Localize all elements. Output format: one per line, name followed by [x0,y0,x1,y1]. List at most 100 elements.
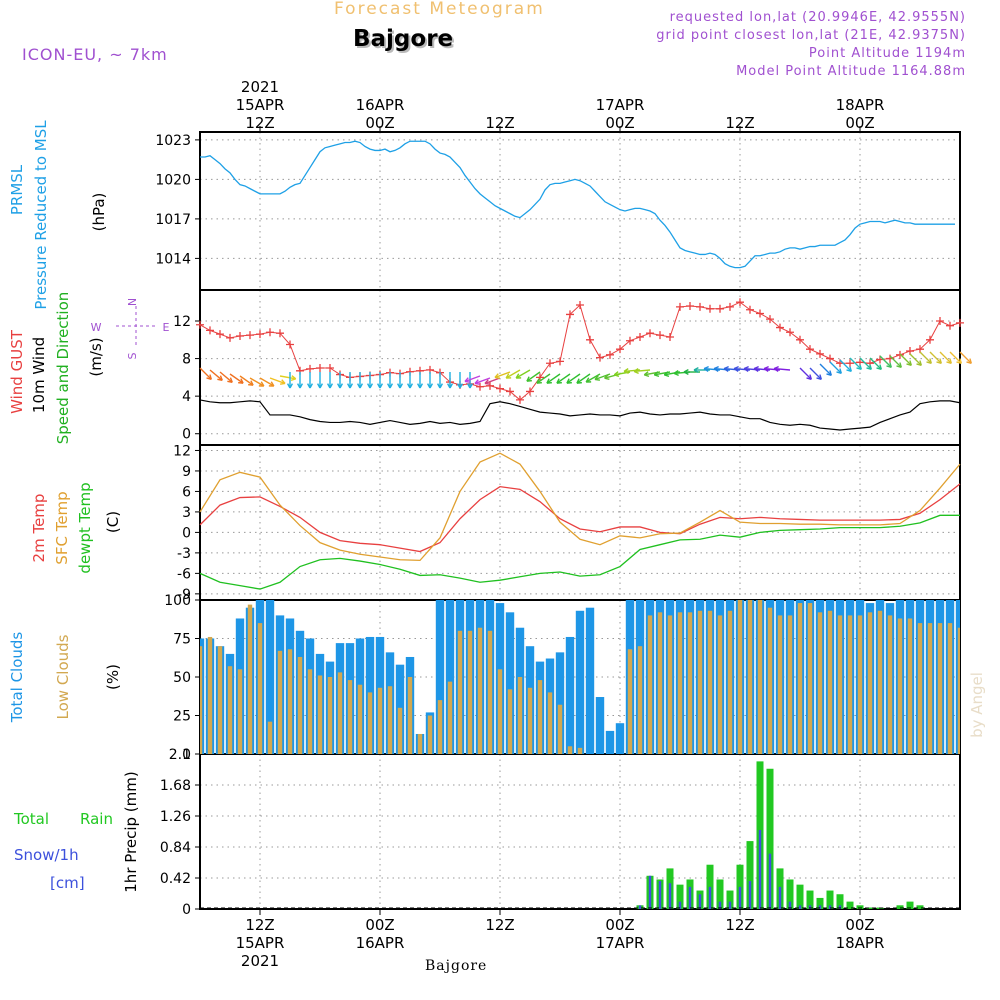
compass-letter: S [126,352,139,359]
wind-direction-arrow [279,375,297,382]
model-label: ICON-EU, ~ 7km [22,45,168,64]
low-cloud-bar [767,607,773,754]
time-label-bottom: 15APR [236,934,285,952]
snow-bar [828,905,832,909]
rain-bar [906,901,914,909]
wind-line [199,399,961,431]
wind-direction-arrow [773,365,791,372]
gust-marker [956,318,964,327]
low-cloud-bar [957,627,960,754]
total-cloud-bar [575,610,585,754]
clouds-unit: (%) [104,664,122,690]
snow-bar [638,905,642,909]
wind-direction-arrow [456,372,464,389]
low-cloud-bar [367,692,373,754]
wind-direction-arrow [386,372,394,389]
wind-direction-arrow [546,373,561,384]
wind-direction-arrow [199,367,212,380]
gust-marker [636,332,644,341]
wind-direction-arrow [505,369,521,379]
low-cloud-bar [657,612,663,754]
low-cloud-bar [307,669,313,754]
low-cloud-bar [577,747,583,754]
low-cloud-bar [407,677,413,754]
total-cloud-bar [615,723,625,754]
gust-marker [516,395,524,404]
total-cloud-bar [265,600,275,754]
pressure-line [200,140,955,269]
gust-marker [276,329,284,338]
snow-bar [838,905,842,909]
temp-sfc-label: SFC Temp [53,491,71,564]
time-label-top: 00Z [845,114,874,132]
low-cloud-bar [277,650,283,754]
low-cloud-bar [637,646,643,754]
total-cloud-bar [585,607,595,754]
wind-direction-arrow [959,351,972,364]
gust-marker [796,335,804,344]
total-cloud-bar [555,652,565,754]
low-cloud-bar [327,677,333,754]
time-label-bottom: 16APR [356,934,405,952]
wind-direction-arrow [426,372,434,389]
y-tick-label: 0 [182,525,191,541]
gust-marker [306,364,314,373]
y-tick-label: 0.84 [160,840,191,856]
low-cloud-bar [227,666,233,754]
rain-bar [816,897,824,909]
snow-bar [758,830,762,909]
temp-unit: (C) [104,511,122,533]
low-cloud-bar [200,646,203,754]
snow-bar [648,875,652,909]
rain-bar [896,905,904,909]
gust-marker [616,345,624,354]
wind-direction-arrow [346,372,354,389]
time-label-top: 15APR [236,96,285,114]
wind-direction-arrow [326,372,334,389]
wind-direction-arrow [763,365,781,372]
legend-total: Total [13,810,49,828]
gust-marker [706,304,714,313]
gust-marker [226,333,234,342]
precip-label: 1hr Precip (mm) [122,771,140,892]
low-cloud-bar [527,687,533,754]
y-tick-label: 0.42 [160,871,191,887]
low-cloud-bar [667,615,673,754]
low-cloud-bar [557,704,563,754]
gust-marker [256,330,264,339]
snow-bar [668,883,672,909]
gust-marker [286,340,294,349]
wind-direction-arrow [939,351,952,364]
temperature-line-1 [199,452,961,562]
y-tick-label: 0 [182,747,191,763]
low-cloud-bar [357,684,363,754]
total-cloud-bar [445,600,455,754]
compass-icon: N S W E [91,298,170,360]
total-cloud-bar [605,730,615,754]
y-tick-label: 2.1 [169,747,191,763]
low-cloud-bar [517,677,523,754]
wind-panel-frame [199,289,961,446]
pressure-label: Pressure Reduced to MSL [32,120,50,310]
gust-marker [566,310,574,319]
y-tick-label: 12 [173,314,191,330]
wind-direction-arrow [446,372,454,389]
gust-marker [646,329,654,338]
gust-line [199,301,961,401]
low-cloud-bar [707,610,713,754]
total-clouds-label: Total Clouds [8,632,26,724]
low-cloud-bar [847,615,853,754]
time-label-bottom: 12Z [485,916,514,934]
wind-direction-arrow [436,372,444,389]
low-cloud-bar [757,600,763,754]
low-cloud-bar [867,612,873,754]
low-cloud-bar [917,623,923,754]
wind-direction-arrow [633,368,651,375]
wind-direction-arrow [406,372,414,389]
y-tick-label: -3 [177,546,191,562]
gust-marker [576,301,584,310]
rain-bar [836,894,844,909]
low-cloud-bar [387,686,393,754]
low-cloud-bar [817,612,823,754]
y-tick-label: 6 [182,484,191,500]
